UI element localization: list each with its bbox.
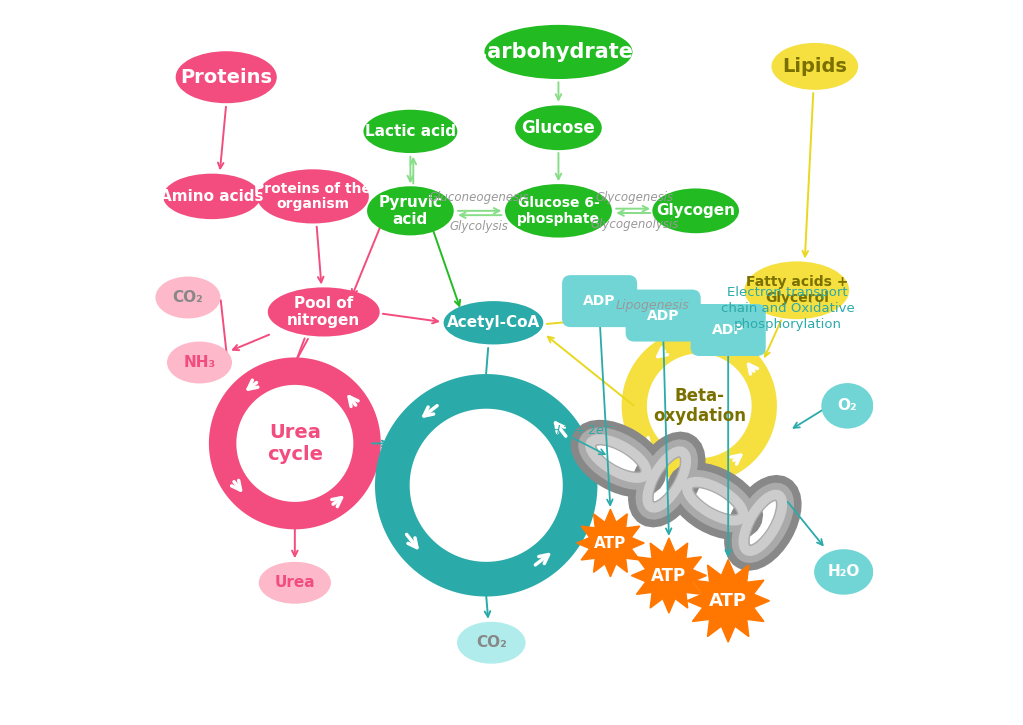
Text: Carbohydrates: Carbohydrates [472,42,646,62]
Text: Lactic acid: Lactic acid [365,124,456,139]
Text: ATP: ATP [594,536,626,550]
Ellipse shape [745,262,849,319]
Text: Proteins: Proteins [180,67,272,87]
Text: ADP: ADP [647,309,679,323]
Text: Proteins of the
organism: Proteins of the organism [255,181,371,211]
Ellipse shape [505,184,612,238]
Text: Electron transport
chain and Oxidative
phosphorylation: Electron transport chain and Oxidative p… [720,286,854,331]
Ellipse shape [771,43,858,90]
Ellipse shape [259,562,331,604]
Text: NH₃: NH₃ [183,355,216,370]
Ellipse shape [814,550,874,594]
Text: ADP: ADP [712,323,745,337]
Ellipse shape [457,622,526,663]
Text: Pool of
nitrogen: Pool of nitrogen [287,296,360,328]
Ellipse shape [516,105,602,150]
Text: Acetyl-CoA: Acetyl-CoA [447,315,540,331]
Ellipse shape [485,25,632,79]
Ellipse shape [176,51,277,103]
Polygon shape [209,357,381,529]
Ellipse shape [167,341,232,384]
Text: Gluconeogenesis: Gluconeogenesis [429,191,529,204]
FancyBboxPatch shape [626,289,701,341]
Ellipse shape [163,174,261,219]
Ellipse shape [155,276,220,318]
Ellipse shape [821,383,874,428]
Text: Glycogenolysis: Glycogenolysis [590,218,678,231]
Text: $2H^+ + 2e^-$: $2H^+ + 2e^-$ [542,423,614,439]
Text: ATP: ATP [652,566,686,584]
Text: Glucose: Glucose [522,119,595,137]
Polygon shape [375,374,597,597]
Text: ADP: ADP [583,294,616,308]
Text: H₂O: H₂O [828,565,860,579]
Text: ATP: ATP [709,592,747,610]
Text: O₂: O₂ [838,398,857,413]
Text: Amino acids: Amino acids [160,189,264,204]
Ellipse shape [257,170,369,223]
Text: Urea: Urea [274,575,315,590]
Text: Fatty acids +
Glycerol: Fatty acids + Glycerol [746,276,848,305]
Text: Beta-
oxydation: Beta- oxydation [653,386,746,425]
Text: Citric acid
cycle: Citric acid cycle [431,465,541,505]
Text: Glycogen: Glycogen [656,203,736,218]
Ellipse shape [653,188,739,233]
Text: Pyruvic
acid: Pyruvic acid [379,195,442,227]
Text: CO₂: CO₂ [476,635,506,650]
Text: Urea
cycle: Urea cycle [267,423,323,463]
FancyBboxPatch shape [562,275,637,327]
Ellipse shape [363,109,457,153]
Text: Glycolysis: Glycolysis [449,220,508,233]
Ellipse shape [268,287,380,336]
Ellipse shape [367,186,454,236]
Text: Glucose 6-
phosphate: Glucose 6- phosphate [517,196,599,225]
Text: Glycogenesis: Glycogenesis [595,191,673,204]
Polygon shape [686,560,769,642]
Text: CO₂: CO₂ [173,290,204,305]
Ellipse shape [444,301,543,344]
Polygon shape [577,509,644,577]
Polygon shape [631,538,707,613]
FancyBboxPatch shape [691,304,766,356]
Text: Lipids: Lipids [783,57,847,76]
Polygon shape [622,328,776,484]
Text: Lipogenesis: Lipogenesis [616,299,690,312]
